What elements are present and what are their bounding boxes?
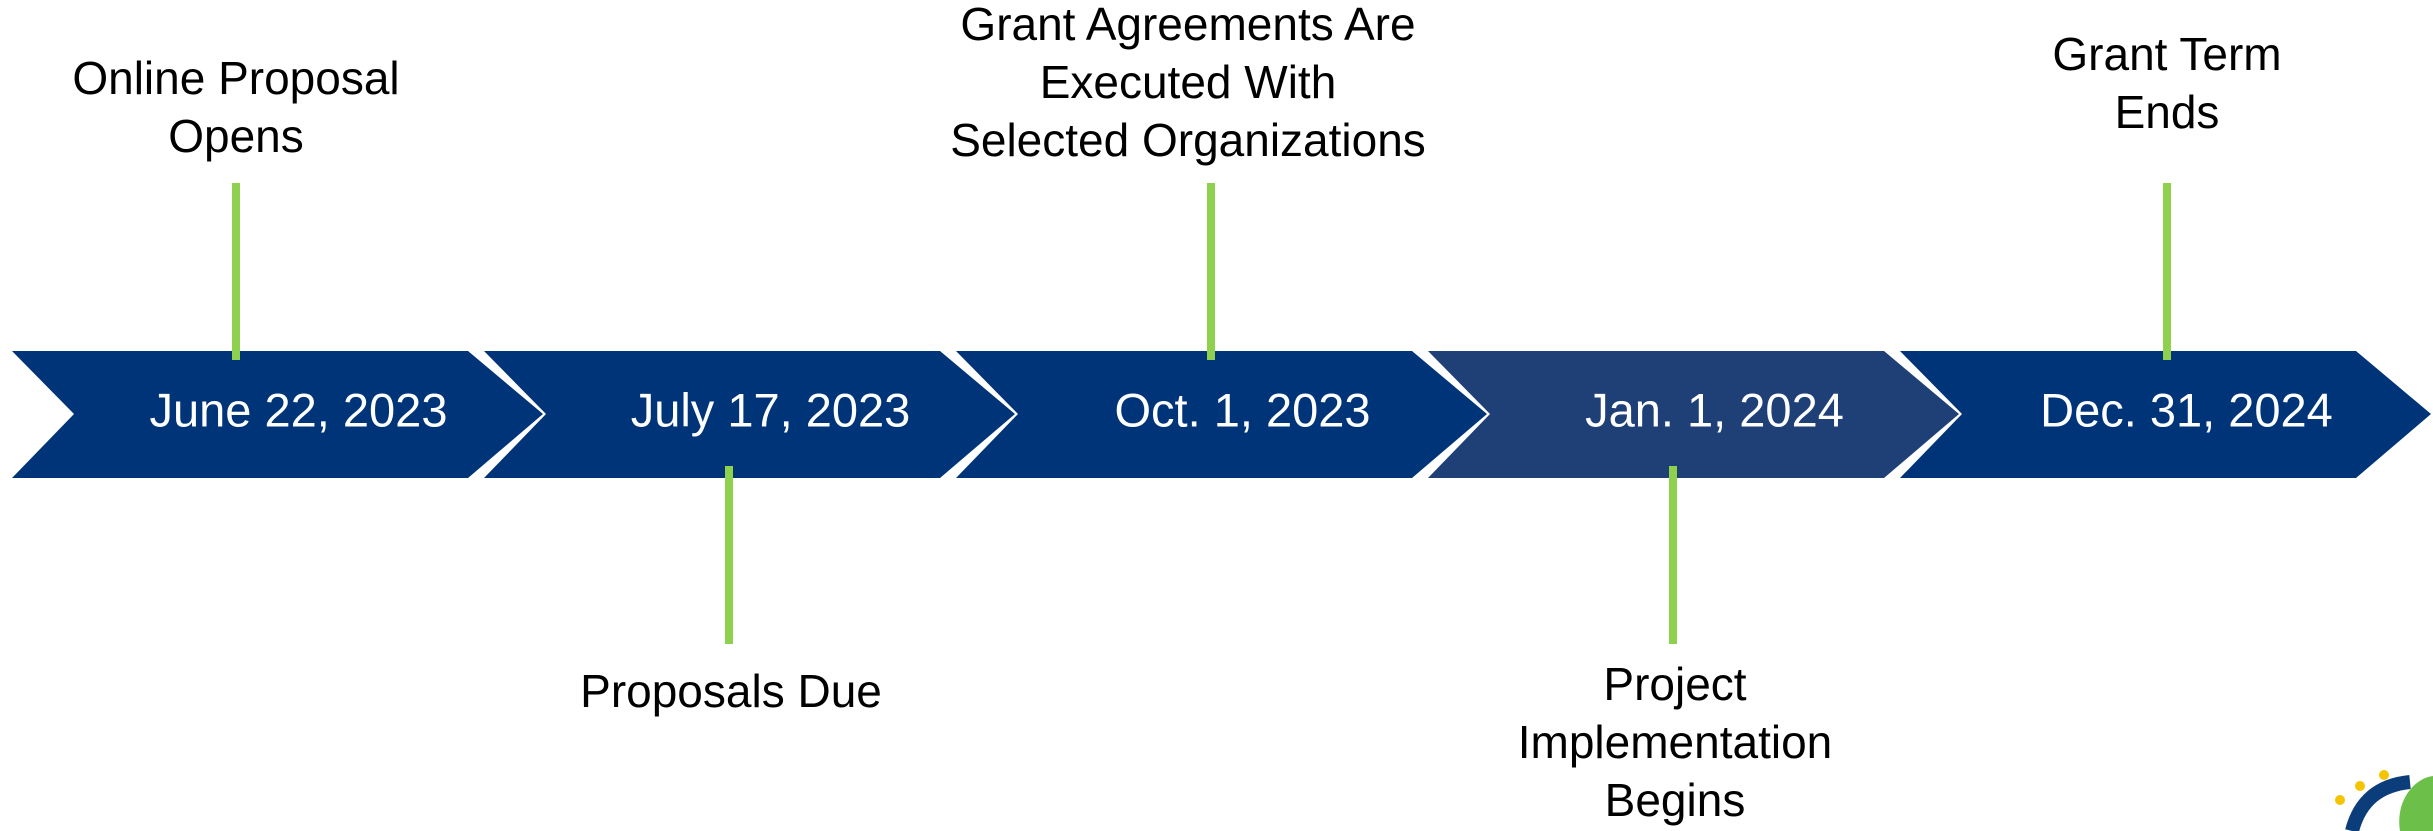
logo-dot — [2379, 770, 2389, 780]
chevron — [484, 351, 1015, 478]
date: June 22, 2023 — [150, 383, 448, 436]
milestone-label: Executed With — [1040, 56, 1337, 108]
milestone-label: Grant Agreements Are — [960, 0, 1415, 50]
logo-leaf — [2399, 776, 2433, 831]
logo-dot — [2355, 781, 2365, 791]
date: Jan. 1, 2024 — [1585, 383, 1844, 436]
chevron — [1900, 351, 2431, 478]
milestone-label: Ends — [2115, 86, 2220, 138]
milestone-label: Selected Organizations — [950, 114, 1426, 166]
chevron — [1428, 351, 1959, 478]
milestone-label: Online Proposal — [72, 52, 399, 104]
logo-dot — [2335, 795, 2345, 805]
date: Oct. 1, 2023 — [1114, 383, 1370, 436]
date: July 17, 2023 — [631, 383, 911, 436]
chevron — [956, 351, 1487, 478]
milestone-label: Begins — [1605, 774, 1746, 826]
milestone-label: Proposals Due — [580, 665, 882, 717]
milestone-label: Project — [1603, 658, 1746, 710]
date: Dec. 31, 2024 — [2040, 383, 2333, 436]
logo-arc — [2345, 775, 2411, 831]
milestone-label: Grant Term — [2052, 28, 2281, 80]
milestone-label: Opens — [168, 110, 304, 162]
milestone-label: Implementation — [1518, 716, 1833, 768]
chevron — [12, 351, 543, 478]
